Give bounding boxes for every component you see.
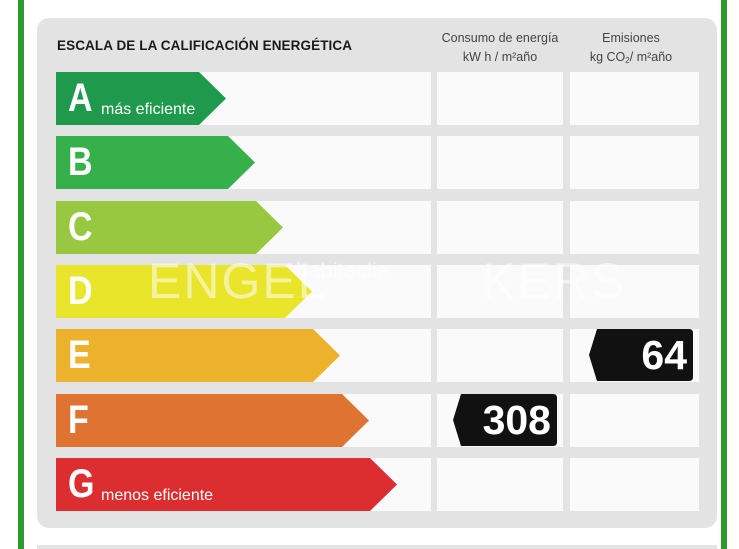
emisiones-unit-a: kg CO <box>589 50 626 64</box>
arrow-polygon <box>56 136 255 189</box>
rating-letter: C <box>68 205 93 249</box>
arrow-shape <box>56 136 255 189</box>
consumo-header-line2: kW h / m²año <box>462 50 538 64</box>
rating-arrow-d: D <box>56 265 312 318</box>
consumo-cell-e <box>437 329 563 382</box>
rating-arrow-c: C <box>56 201 283 254</box>
consumo-cell-a <box>437 72 563 125</box>
emisiones-cell-c <box>570 201 699 254</box>
consumo-header-line1: Consumo de energía <box>441 31 559 45</box>
arrow-shape <box>56 72 226 125</box>
emisiones-cell-b <box>570 136 699 189</box>
rating-letter: G <box>68 462 95 506</box>
arrow-polygon <box>56 72 226 125</box>
rating-arrow-f: F <box>56 394 369 447</box>
arrow-shape <box>56 329 340 382</box>
emisiones-cell-g <box>570 458 699 511</box>
emisiones-value-badge: 64 <box>589 329 693 381</box>
arrow-shape <box>56 265 312 318</box>
consumo-header: Consumo de energía kW h / m²año <box>432 29 568 67</box>
emisiones-cell-a <box>570 72 699 125</box>
consumo-cell-c <box>437 201 563 254</box>
arrow-shape <box>56 458 397 511</box>
rating-letter: E <box>68 333 91 377</box>
rating-arrow-b: B <box>56 136 255 189</box>
watermark-text-2: habitaclia <box>296 258 389 283</box>
arrow-polygon <box>56 201 283 254</box>
emisiones-unit-sub: 2 <box>625 56 630 65</box>
emisiones-value: 64 <box>641 332 687 378</box>
emisiones-cell-d <box>570 265 699 318</box>
emisiones-cell-f <box>570 394 699 447</box>
badge-path <box>589 329 693 381</box>
arrow-shape <box>56 394 369 447</box>
scale-title: ESCALA DE LA CALIFICACIÓN ENERGÉTICA <box>57 38 353 53</box>
rating-caption: más eficiente <box>101 101 196 118</box>
consumo-value-badge: 308 <box>453 394 557 446</box>
badge-shape <box>453 394 557 446</box>
emisiones-header-line2: kg CO2/ m²año <box>566 48 696 70</box>
consumo-cell-g <box>437 458 563 511</box>
rating-letter: F <box>68 398 89 442</box>
rating-letter: B <box>68 140 93 184</box>
arrow-polygon <box>56 329 340 382</box>
emisiones-header-line1: Emisiones <box>602 31 660 45</box>
badge-path <box>453 394 557 446</box>
rating-letter: D <box>68 269 93 313</box>
arrow-shape <box>56 201 283 254</box>
consumo-cell-d <box>437 265 563 318</box>
rating-letter: A <box>68 76 93 120</box>
watermark-text: ENGEL <box>148 253 328 309</box>
consumo-cell-b <box>437 136 563 189</box>
emisiones-unit-b: / m²año <box>629 50 673 64</box>
emisiones-header: Emisiones kg CO2/ m²año <box>566 29 696 70</box>
badge-shape <box>589 329 693 381</box>
rating-arrow-e: E <box>56 329 340 382</box>
arrow-polygon <box>56 394 369 447</box>
arrow-polygon <box>56 458 397 511</box>
bottom-divider <box>37 545 717 549</box>
rating-caption: menos eficiente <box>101 487 214 504</box>
arrow-polygon <box>56 265 312 318</box>
consumo-value: 308 <box>482 397 551 443</box>
watermark-text-3: KERS <box>482 253 627 309</box>
